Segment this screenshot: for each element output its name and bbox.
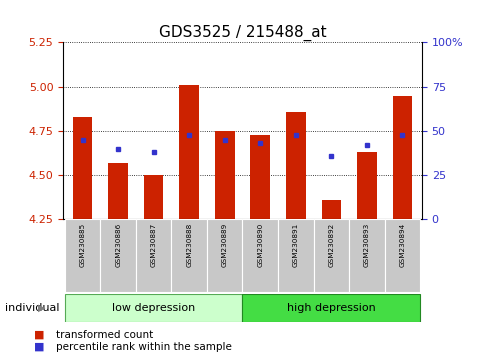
Bar — [214, 131, 234, 219]
Bar — [179, 85, 198, 219]
Title: GDS3525 / 215488_at: GDS3525 / 215488_at — [158, 25, 326, 41]
Text: GSM230894: GSM230894 — [399, 222, 405, 267]
Bar — [108, 163, 128, 219]
Text: GSM230885: GSM230885 — [79, 222, 85, 267]
Text: ▶: ▶ — [37, 303, 45, 313]
Bar — [242, 219, 277, 292]
Bar — [73, 117, 92, 219]
Text: GSM230888: GSM230888 — [186, 222, 192, 267]
Text: high depression: high depression — [287, 303, 375, 313]
Bar — [356, 152, 376, 219]
Bar — [384, 219, 419, 292]
Text: GSM230893: GSM230893 — [363, 222, 369, 267]
Text: GSM230890: GSM230890 — [257, 222, 263, 267]
Text: ■: ■ — [34, 330, 45, 339]
Text: GSM230889: GSM230889 — [221, 222, 227, 267]
Bar — [277, 219, 313, 292]
Bar — [100, 219, 136, 292]
Bar — [250, 135, 270, 219]
Bar — [171, 219, 207, 292]
Bar — [392, 96, 411, 219]
Bar — [136, 219, 171, 292]
Bar — [348, 219, 384, 292]
Text: low depression: low depression — [112, 303, 195, 313]
Bar — [65, 294, 242, 322]
Bar — [65, 219, 100, 292]
Bar — [207, 219, 242, 292]
Bar — [144, 175, 163, 219]
Bar — [321, 200, 340, 219]
Text: ■: ■ — [34, 342, 45, 352]
Bar — [286, 112, 305, 219]
Bar — [313, 219, 348, 292]
Bar — [242, 294, 419, 322]
Text: individual: individual — [5, 303, 59, 313]
Text: GSM230892: GSM230892 — [328, 222, 333, 267]
Text: transformed count: transformed count — [56, 330, 153, 339]
Text: GSM230891: GSM230891 — [292, 222, 298, 267]
Text: GSM230886: GSM230886 — [115, 222, 121, 267]
Text: percentile rank within the sample: percentile rank within the sample — [56, 342, 231, 352]
Text: GSM230887: GSM230887 — [151, 222, 156, 267]
